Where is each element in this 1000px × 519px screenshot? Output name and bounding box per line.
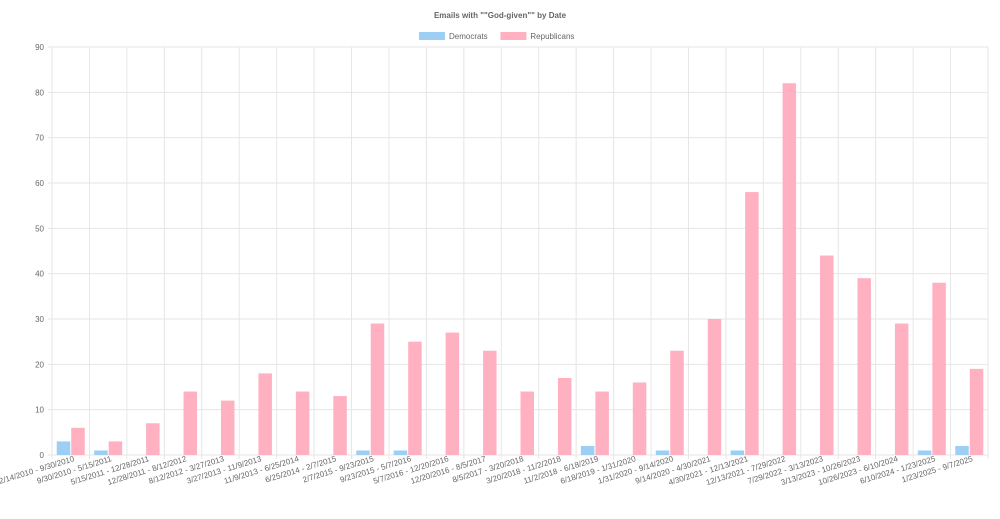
bar-democrats bbox=[917, 450, 932, 455]
bar-democrats bbox=[56, 441, 71, 455]
y-tick-label: 0 bbox=[40, 451, 45, 460]
bar-democrats bbox=[955, 445, 969, 455]
bar-republicans bbox=[820, 255, 834, 455]
y-tick-label: 20 bbox=[35, 360, 44, 369]
y-tick-label: 70 bbox=[35, 134, 44, 143]
legend-swatch-democrats bbox=[419, 32, 445, 40]
legend-label-republicans: Republicans bbox=[530, 32, 574, 41]
bar-democrats bbox=[94, 450, 108, 455]
chart-title: Emails with ""God-given"" by Date bbox=[434, 11, 567, 20]
bar-republicans bbox=[857, 278, 871, 455]
bar-republicans bbox=[557, 377, 572, 455]
y-tick-label: 10 bbox=[35, 406, 44, 415]
bar-republicans bbox=[108, 441, 123, 455]
bar-republicans bbox=[745, 192, 759, 456]
bar-republicans bbox=[894, 323, 909, 455]
bar-republicans bbox=[932, 282, 946, 455]
legend-swatch-republicans bbox=[500, 32, 527, 40]
bar-republicans bbox=[333, 396, 347, 455]
bars bbox=[56, 83, 984, 456]
bar-republicans bbox=[146, 423, 160, 455]
y-tick-label: 90 bbox=[35, 43, 44, 52]
bar-republicans bbox=[445, 332, 460, 455]
bar-republicans bbox=[71, 427, 85, 455]
bar-republicans bbox=[483, 350, 497, 455]
y-tick-label: 50 bbox=[35, 224, 44, 233]
bar-republicans bbox=[258, 373, 272, 455]
bar-republicans bbox=[707, 319, 722, 455]
bar-republicans bbox=[183, 391, 198, 455]
bar-democrats bbox=[580, 445, 595, 455]
bar-republicans bbox=[782, 83, 797, 456]
bar-republicans bbox=[408, 341, 422, 455]
bar-democrats bbox=[393, 450, 408, 455]
bar-republicans bbox=[520, 391, 534, 455]
bar-republicans bbox=[295, 391, 310, 455]
y-tick-label: 30 bbox=[35, 315, 44, 324]
y-axis: 0 10 20 30 40 50 60 70 80 90 bbox=[35, 43, 44, 460]
legend[interactable]: Democrats Republicans bbox=[419, 32, 574, 41]
bar-republicans bbox=[220, 400, 235, 455]
bar-republicans bbox=[370, 323, 385, 455]
legend-label-democrats: Democrats bbox=[449, 32, 488, 41]
bar-democrats bbox=[356, 450, 370, 455]
y-tick-label: 80 bbox=[35, 88, 44, 97]
bar-republicans bbox=[632, 382, 647, 455]
grid bbox=[48, 46, 989, 459]
y-tick-label: 60 bbox=[35, 179, 44, 188]
bar-democrats bbox=[655, 450, 670, 455]
bar-democrats bbox=[730, 450, 745, 455]
y-tick-label: 40 bbox=[35, 270, 44, 279]
bar-republicans bbox=[969, 368, 984, 455]
bar-republicans bbox=[670, 350, 684, 455]
bar-republicans bbox=[595, 391, 609, 455]
